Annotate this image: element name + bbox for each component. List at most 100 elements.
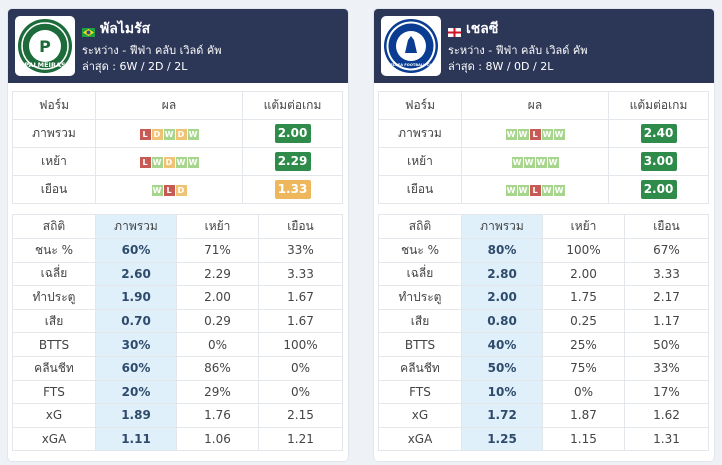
stat-overall: 1.89	[95, 403, 177, 428]
result-badge[interactable]: W	[163, 128, 175, 140]
stat-row: ทำประตู 2.00 1.75 2.17	[378, 285, 709, 310]
col-header-ppg: แต้มต่อเกม	[608, 91, 709, 120]
result-badge[interactable]: L	[139, 156, 151, 168]
col-header-form: ฟอร์ม	[378, 91, 462, 120]
stat-overall: 0.80	[461, 308, 543, 334]
col-header-results: ผล	[95, 91, 243, 120]
stat-row: ชนะ % 80% 100% 67%	[378, 238, 709, 263]
ppg-badge: 2.00	[640, 180, 677, 199]
competition-label: ระหว่าง - ฟีฟ่า คลับ เวิลด์ คัพ	[448, 44, 588, 57]
result-badge[interactable]: D	[175, 184, 187, 196]
stat-row: ชนะ % 60% 71% 33%	[12, 238, 343, 263]
stat-overall: 2.80	[461, 261, 543, 287]
stat-overall: 1.90	[95, 285, 177, 310]
result-badge[interactable]: D	[175, 128, 187, 140]
result-badge[interactable]: L	[163, 184, 175, 196]
stat-home: 1.76	[176, 403, 259, 428]
stat-label: คลีนชีท	[378, 355, 462, 381]
result-badge[interactable]: W	[517, 128, 529, 140]
stat-overall: 2.60	[95, 261, 177, 287]
result-badge[interactable]: W	[547, 156, 559, 168]
result-badge[interactable]: W	[187, 128, 199, 140]
result-badge[interactable]: W	[511, 156, 523, 168]
stat-label: BTTS	[12, 332, 96, 357]
team-name[interactable]: เชลซี	[466, 21, 499, 37]
form-row-label: ภาพรวม	[12, 119, 96, 148]
result-badge[interactable]: W	[505, 184, 517, 196]
stat-label: xG	[12, 403, 96, 428]
palmeiras-crest-icon[interactable]: P PALMEIRAS	[15, 16, 75, 76]
stat-overall: 60%	[95, 238, 177, 263]
stat-away: 3.33	[624, 261, 709, 287]
ppg-badge: 2.00	[274, 124, 311, 143]
stat-home: 1.15	[542, 426, 625, 452]
result-badge[interactable]: L	[139, 128, 151, 140]
result-badge[interactable]: W	[151, 184, 163, 196]
stats-table: สถิติ ภาพรวม เหย้า เยือน ชนะ % 60% 71% 33% …	[12, 214, 343, 452]
stat-row: BTTS 30% 0% 100%	[12, 332, 343, 357]
result-badge[interactable]: W	[535, 156, 547, 168]
result-badge[interactable]: W	[517, 184, 529, 196]
result-badge[interactable]: D	[163, 156, 175, 168]
result-badge[interactable]: W	[175, 156, 187, 168]
stat-row: BTTS 40% 25% 50%	[378, 332, 709, 357]
stat-home: 2.00	[176, 285, 259, 310]
stat-home: 86%	[176, 355, 259, 381]
stat-home: 100%	[542, 238, 625, 263]
stat-home: 71%	[176, 238, 259, 263]
result-badge[interactable]: W	[553, 184, 565, 196]
result-badge[interactable]: W	[505, 128, 517, 140]
result-badge[interactable]: W	[523, 156, 535, 168]
result-badge[interactable]: W	[541, 128, 553, 140]
stat-away: 1.62	[624, 403, 709, 428]
stat-label: เฉลี่ย	[378, 261, 462, 287]
col-header-overall: ภาพรวม	[95, 214, 177, 239]
stat-label: เฉลี่ย	[12, 261, 96, 287]
col-header-form: ฟอร์ม	[12, 91, 96, 120]
chelsea-crest-icon[interactable]: CHELSEA FOOTBALL CLUB	[381, 16, 441, 76]
stat-away: 1.31	[624, 426, 709, 452]
stat-row: คลีนชีท 60% 86% 0%	[12, 355, 343, 381]
stat-row: xG 1.72 1.87 1.62	[378, 403, 709, 428]
stat-away: 33%	[624, 355, 709, 381]
result-badge[interactable]: W	[151, 156, 163, 168]
result-badge[interactable]: W	[553, 128, 565, 140]
result-badge[interactable]: W	[541, 184, 553, 196]
stat-row: FTS 20% 29% 0%	[12, 379, 343, 405]
col-header-away: เยือน	[624, 214, 709, 239]
stat-row: xG 1.89 1.76 2.15	[12, 403, 343, 428]
ppg-badge: 1.33	[274, 180, 311, 199]
stat-away: 100%	[258, 332, 343, 357]
stat-label: ทำประตู	[12, 285, 96, 310]
stat-label: ชนะ %	[12, 238, 96, 263]
result-badge[interactable]: W	[187, 156, 199, 168]
stat-away: 33%	[258, 238, 343, 263]
team-name[interactable]: พัลไมรัส	[100, 21, 151, 37]
stat-label: ทำประตู	[378, 285, 462, 310]
stat-row: เฉลี่ย 2.80 2.00 3.33	[378, 261, 709, 287]
stat-label: คลีนชีท	[12, 355, 96, 381]
recent-record: ล่าสุด : 6W / 2D / 2L	[82, 60, 188, 73]
stat-away: 67%	[624, 238, 709, 263]
stat-home: 29%	[176, 379, 259, 405]
stat-overall: 1.72	[461, 403, 543, 428]
stat-home: 25%	[542, 332, 625, 357]
result-badge[interactable]: L	[529, 128, 541, 140]
stat-overall: 1.11	[95, 426, 177, 452]
result-badge[interactable]: L	[529, 184, 541, 196]
ppg-badge: 2.40	[640, 124, 677, 143]
team-header: CHELSEA FOOTBALL CLUB เชลซี ระหว่าง - ฟี…	[374, 9, 714, 83]
stat-row: คลีนชีท 50% 75% 33%	[378, 355, 709, 381]
ppg-badge: 2.29	[274, 152, 311, 171]
stat-away: 50%	[624, 332, 709, 357]
stat-overall: 50%	[461, 355, 543, 381]
result-badge[interactable]: D	[151, 128, 163, 140]
